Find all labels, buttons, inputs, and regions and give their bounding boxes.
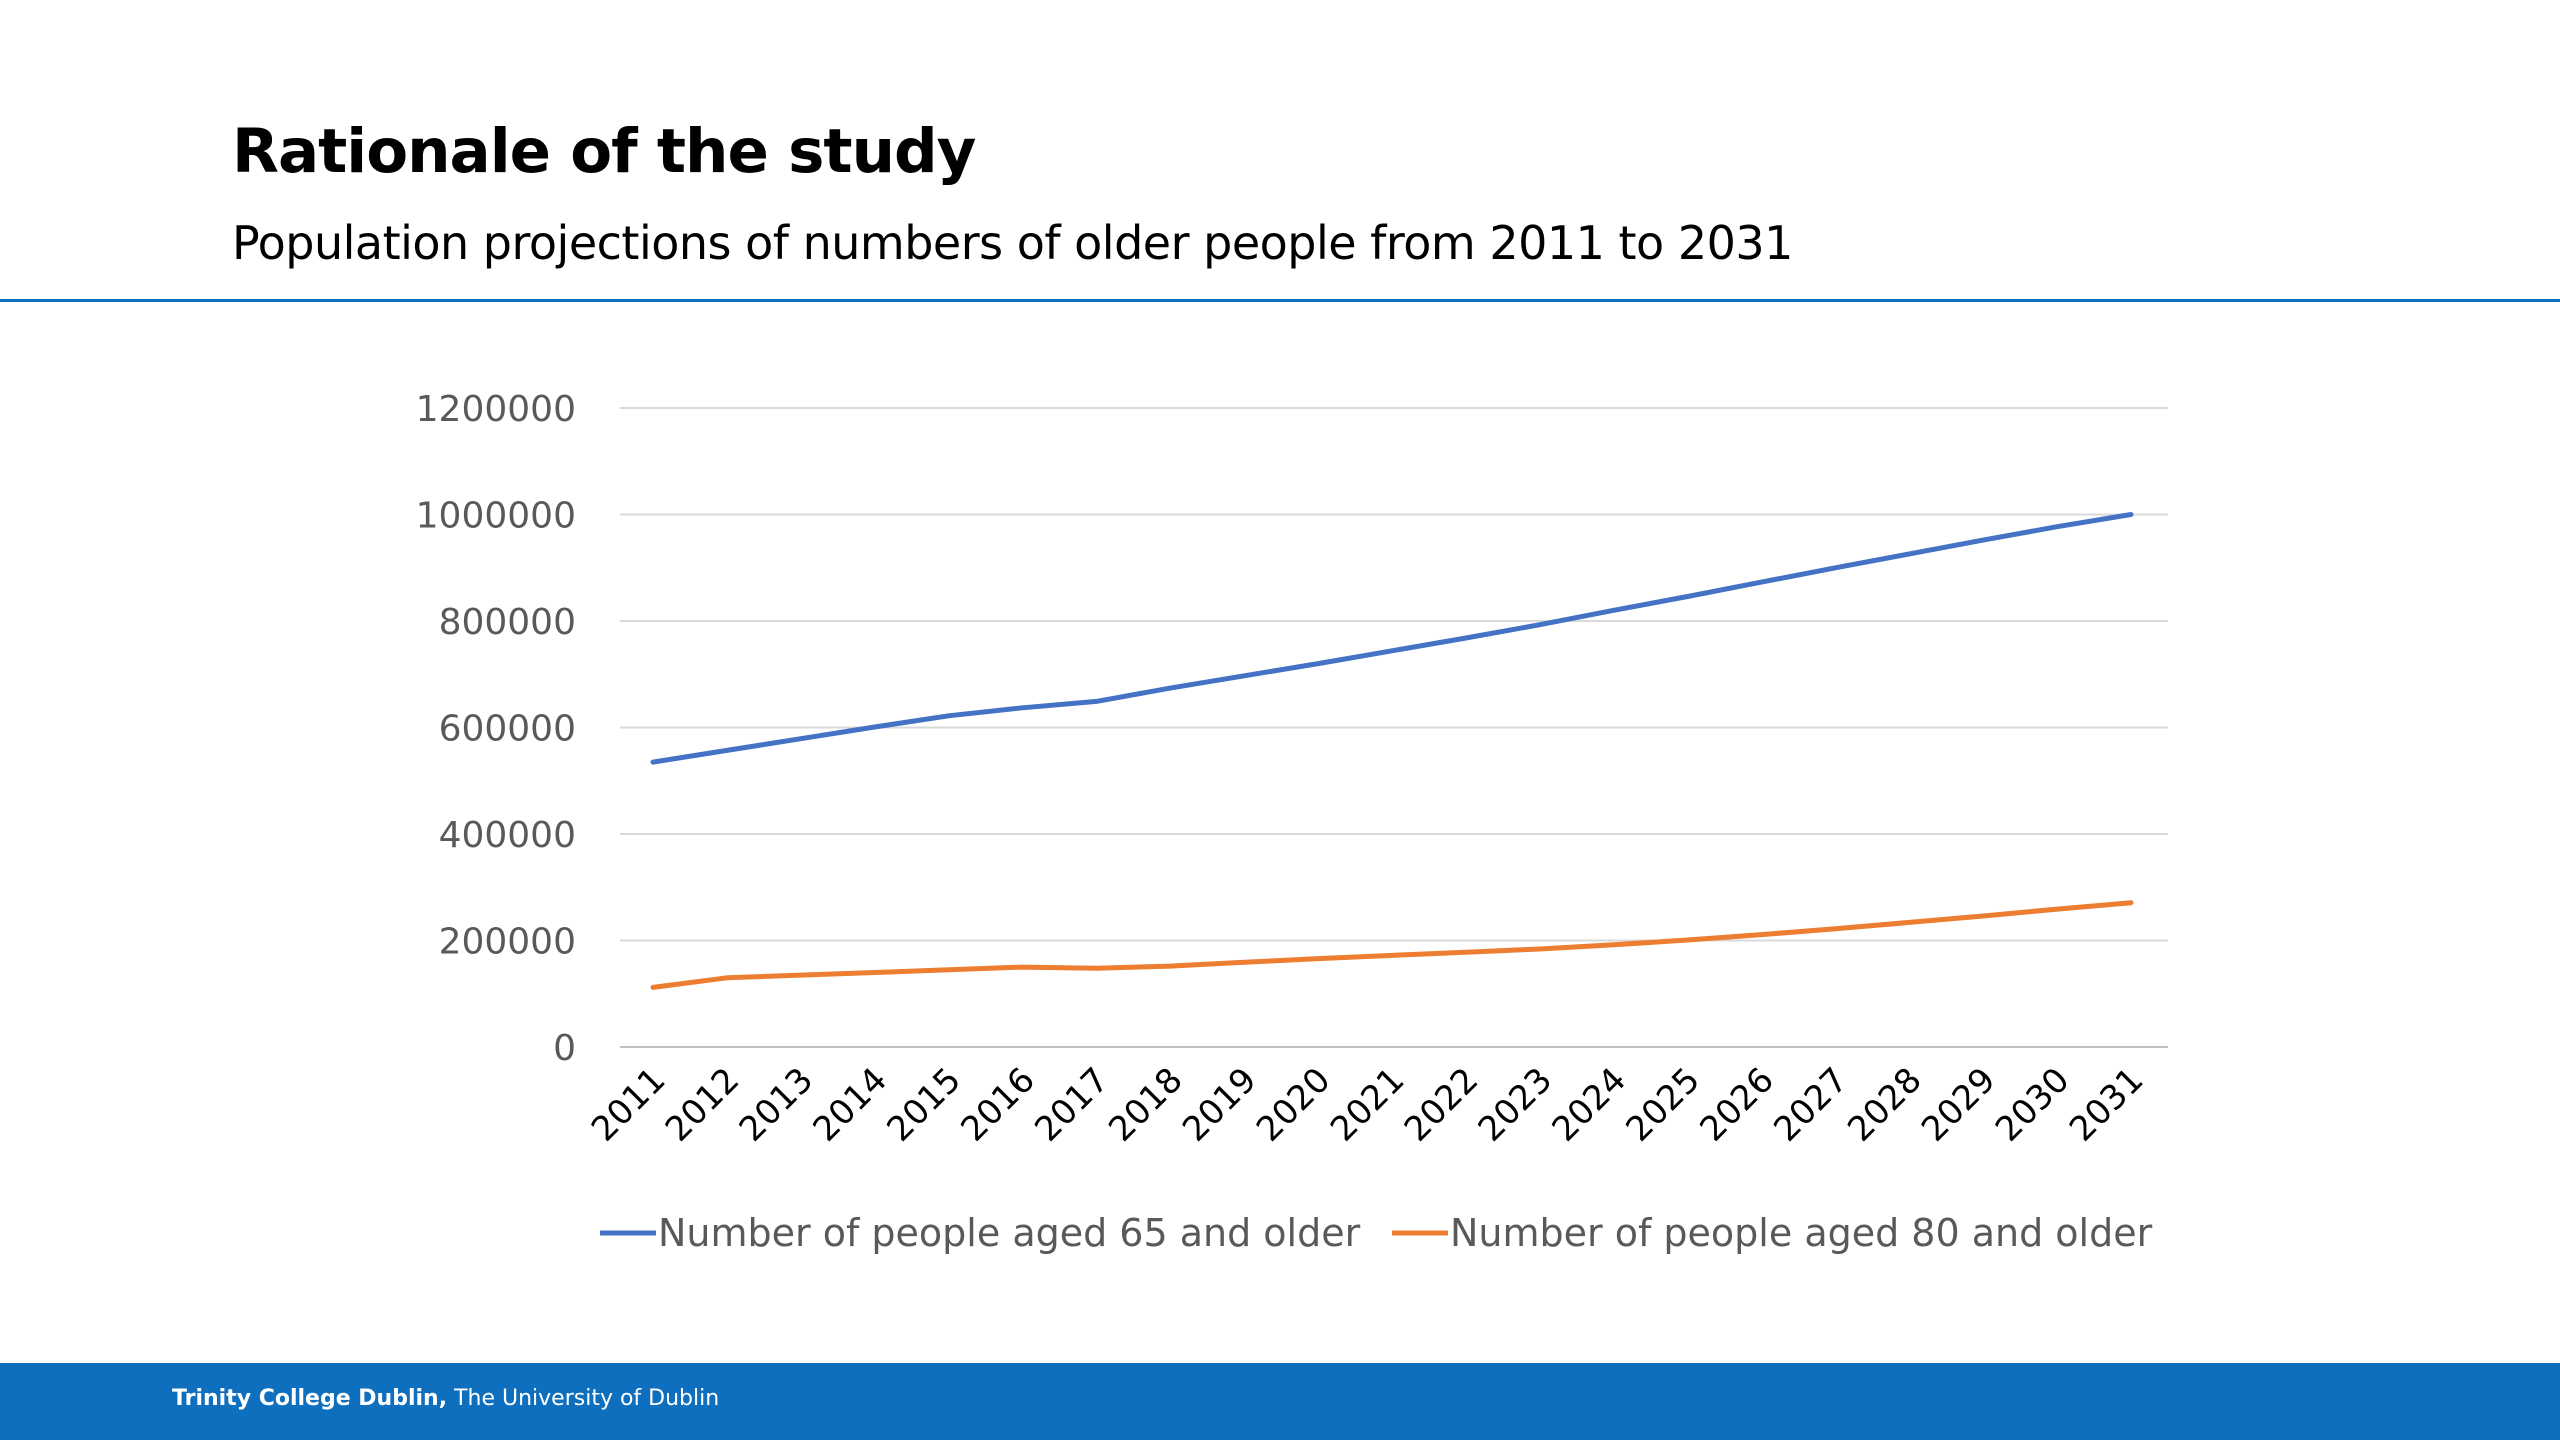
x-tick-label: 2019 bbox=[1175, 1060, 1264, 1149]
y-tick-label: 0 bbox=[553, 1028, 576, 1069]
y-tick-label: 400000 bbox=[439, 815, 576, 856]
slide-subtitle: Population projections of numbers of old… bbox=[232, 216, 1793, 270]
legend-label: Number of people aged 65 and older bbox=[658, 1211, 1361, 1255]
series-line-80-plus bbox=[650, 900, 2134, 990]
x-tick-label: 2027 bbox=[1766, 1060, 1855, 1149]
x-tick-label: 2025 bbox=[1618, 1060, 1707, 1149]
x-tick-label: 2028 bbox=[1840, 1060, 1929, 1149]
y-tick-label: 600000 bbox=[439, 709, 576, 750]
x-tick-label: 2022 bbox=[1397, 1060, 1486, 1149]
legend-label: Number of people aged 80 and older bbox=[1450, 1211, 2153, 1255]
footer-text: Trinity College Dublin, The University o… bbox=[172, 1383, 719, 1415]
x-tick-label: 2029 bbox=[1914, 1060, 2003, 1149]
x-tick-label: 2011 bbox=[584, 1060, 673, 1149]
y-tick-label: 1000000 bbox=[416, 496, 576, 537]
x-tick-label: 2030 bbox=[1988, 1060, 2077, 1149]
x-tick-label: 2015 bbox=[879, 1060, 968, 1149]
series-line-65-plus bbox=[650, 512, 2134, 765]
y-tick-label: 1200000 bbox=[416, 389, 576, 430]
x-tick-label: 2012 bbox=[658, 1060, 747, 1149]
x-tick-label: 2023 bbox=[1471, 1060, 1560, 1149]
y-tick-label: 800000 bbox=[439, 602, 576, 643]
x-tick-label: 2014 bbox=[806, 1060, 895, 1149]
footer-institution: Trinity College Dublin, bbox=[172, 1386, 448, 1411]
y-tick-label: 200000 bbox=[439, 922, 576, 963]
x-tick-label: 2013 bbox=[732, 1060, 821, 1149]
x-tick-label: 2026 bbox=[1692, 1060, 1781, 1149]
slide-title: Rationale of the study bbox=[232, 116, 976, 187]
x-tick-label: 2016 bbox=[953, 1060, 1042, 1149]
x-tick-label: 2024 bbox=[1545, 1060, 1634, 1149]
x-tick-label: 2020 bbox=[1249, 1060, 1338, 1149]
x-tick-label: 2018 bbox=[1101, 1060, 1190, 1149]
x-tick-label: 2021 bbox=[1323, 1060, 1412, 1149]
x-tick-label: 2031 bbox=[2062, 1060, 2151, 1149]
header-divider bbox=[0, 299, 2560, 302]
footer-bar: Trinity College Dublin, The University o… bbox=[0, 1363, 2560, 1440]
footer-tagline: The University of Dublin bbox=[454, 1386, 720, 1411]
x-tick-label: 2017 bbox=[1027, 1060, 1116, 1149]
